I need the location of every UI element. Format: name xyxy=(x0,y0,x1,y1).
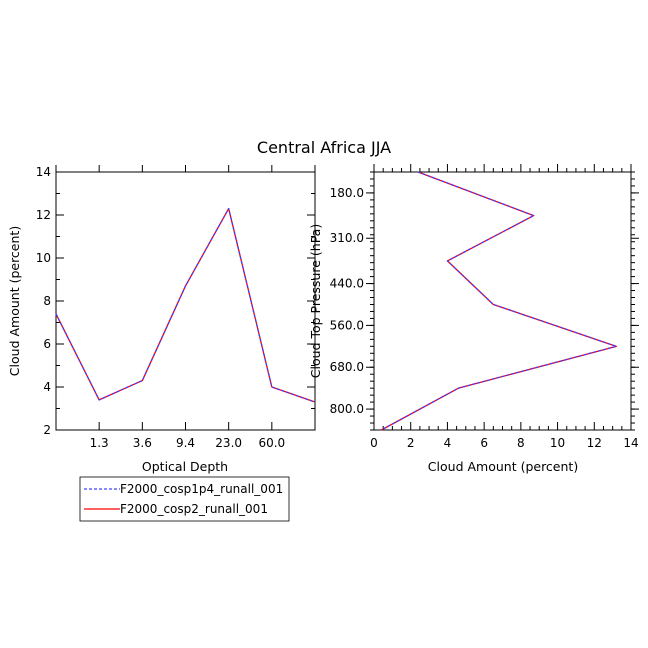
left-xtick-label: 1.3 xyxy=(90,436,109,450)
cloud-top-pressure-plot: 0 2 4 6 8 10 12 14 180.0 310.0 440.0 560.0 680.0 800.… xyxy=(330,164,639,450)
right-ylabel: Cloud Top Pressure (hPa) xyxy=(308,224,323,378)
right-ytick-label: 560.0 xyxy=(330,318,364,332)
optical-depth-plot: 2 4 6 8 10 12 14 1.3 3.6 9.4 23.0 60.0 xyxy=(36,165,316,450)
left-xlabel: Optical Depth xyxy=(142,459,228,474)
left-ytick-label: 6 xyxy=(43,337,51,351)
right-xtick-label: 14 xyxy=(623,436,638,450)
right-series-line-1 xyxy=(381,171,617,431)
left-ytick-label: 12 xyxy=(36,208,51,222)
left-xtick-label: 60.0 xyxy=(258,436,285,450)
legend-box xyxy=(79,476,290,522)
right-xtick-label: 10 xyxy=(550,436,565,450)
right-ytick-label: 180.0 xyxy=(330,186,364,200)
right-xtick-label: 0 xyxy=(370,436,378,450)
right-xtick-label: 6 xyxy=(480,436,488,450)
right-plot-frame xyxy=(373,171,632,431)
left-ytick-label: 14 xyxy=(36,165,51,179)
right-series-line-2 xyxy=(381,171,617,431)
left-xtick-label: 3.6 xyxy=(133,436,152,450)
right-xtick-label: 12 xyxy=(587,436,602,450)
right-ytick-label: 310.0 xyxy=(330,231,364,245)
right-xtick-label: 2 xyxy=(407,436,415,450)
left-ytick-label: 8 xyxy=(43,294,51,308)
legend-label-2: F2000_cosp2_runall_001 xyxy=(120,502,268,516)
right-xtick-label: 4 xyxy=(444,436,452,450)
left-ylabel: Cloud Amount (percent) xyxy=(7,226,22,376)
left-series-line-2 xyxy=(55,207,316,403)
left-xtick-label: 9.4 xyxy=(176,436,195,450)
right-ytick-label: 800.0 xyxy=(330,402,364,416)
legend-label-1: F2000_cosp1p4_runall_001 xyxy=(120,482,283,496)
left-series-line-1 xyxy=(55,207,316,403)
left-ytick-label: 2 xyxy=(43,423,51,437)
right-ytick-label: 680.0 xyxy=(330,360,364,374)
left-ytick-label: 10 xyxy=(36,251,51,265)
right-ytick-label: 440.0 xyxy=(330,277,364,291)
left-ytick-label: 4 xyxy=(43,380,51,394)
main-title: Central Africa JJA xyxy=(257,138,391,157)
left-xtick-label: 23.0 xyxy=(215,436,242,450)
right-xtick-label: 8 xyxy=(517,436,525,450)
right-xlabel: Cloud Amount (percent) xyxy=(428,459,578,474)
legend: F2000_cosp1p4_runall_001 F2000_cosp2_run… xyxy=(79,476,290,522)
